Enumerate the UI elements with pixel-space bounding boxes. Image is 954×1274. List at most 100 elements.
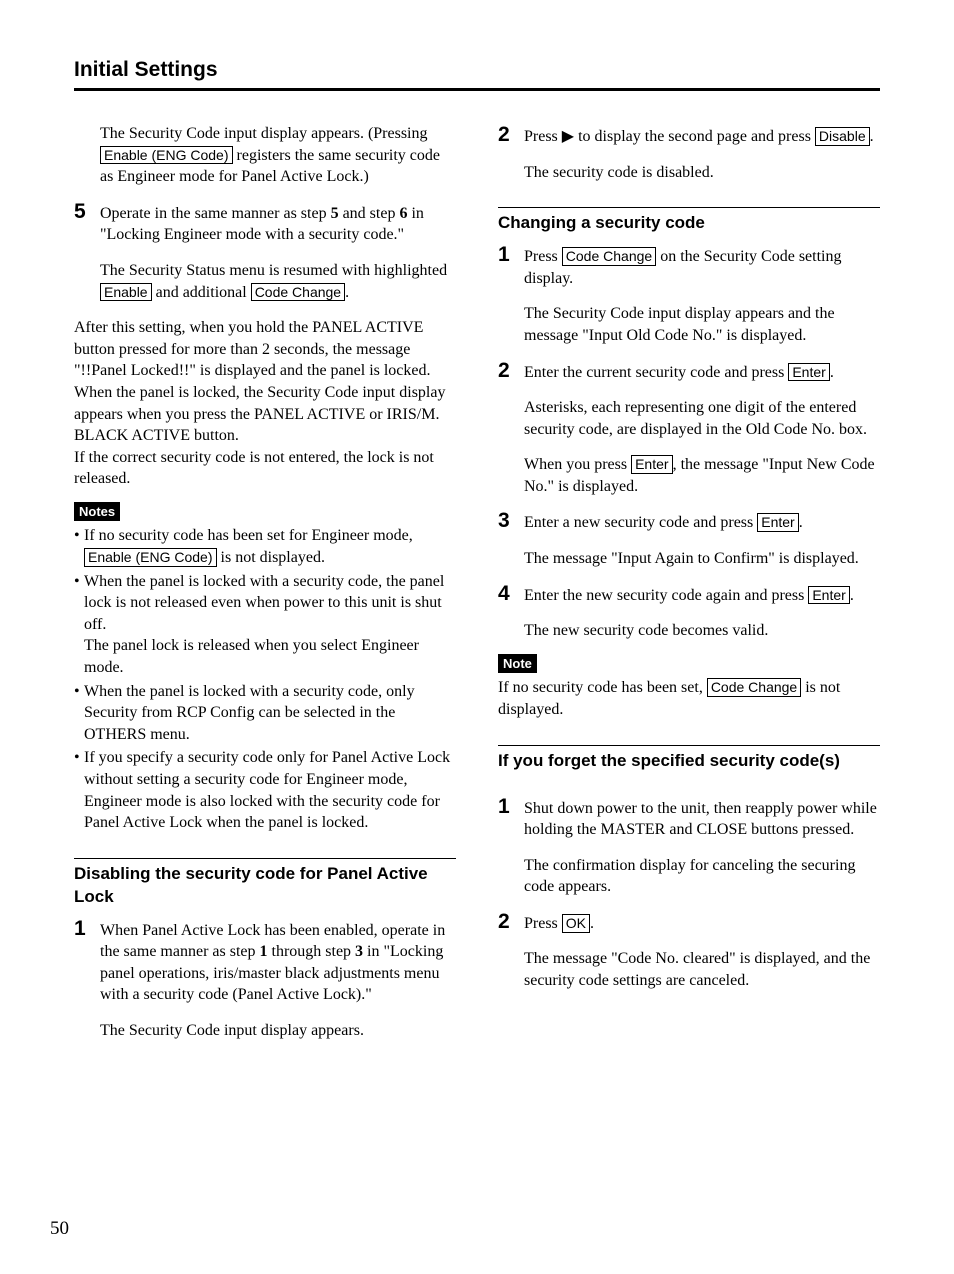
title-rule (74, 88, 880, 91)
note-item: If you specify a security code only for … (74, 747, 456, 833)
step-body: Press OK. The message "Code No. cleared"… (524, 910, 880, 992)
note-paragraph: If no security code has been set, Code C… (498, 677, 880, 720)
bold: 5 (331, 205, 339, 222)
paragraph: The Security Status menu is resumed with… (100, 260, 456, 303)
step-body: Operate in the same manner as step 5 and… (100, 200, 456, 303)
paragraph: When the panel is locked, the Security C… (74, 382, 456, 447)
step-number: 5 (74, 200, 100, 303)
note-item: When the panel is locked with a security… (74, 681, 456, 746)
step-body: Enter the current security code and pres… (524, 359, 880, 498)
two-column-layout: The Security Code input display appears.… (74, 123, 880, 1042)
text: The Security Code input display appears.… (100, 125, 428, 142)
step-body: Press Code Change on the Security Code s… (524, 243, 880, 346)
text: through step (268, 943, 356, 960)
step-3: 3 Enter a new security code and press En… (498, 509, 880, 569)
text: . (590, 915, 594, 932)
section-heading: Disabling the security code for Panel Ac… (74, 863, 456, 909)
step-number: 1 (498, 243, 524, 346)
ok-button: OK (562, 914, 590, 933)
step-1: 1 Shut down power to the unit, then reap… (498, 795, 880, 898)
paragraph: Asterisks, each representing one digit o… (524, 397, 880, 440)
section-heading: If you forget the specified security cod… (498, 750, 880, 773)
enter-button: Enter (631, 455, 672, 474)
text: The panel lock is released when you sele… (84, 635, 456, 678)
note-item: If no security code has been set for Eng… (74, 525, 456, 568)
step-number: 2 (498, 910, 524, 992)
step-body: When Panel Active Lock has been enabled,… (100, 917, 456, 1042)
text: When the panel is locked with a security… (84, 573, 444, 633)
paragraph: The message "Code No. cleared" is displa… (524, 948, 880, 991)
text: Press (524, 128, 562, 145)
bold: 3 (355, 943, 363, 960)
enter-button: Enter (808, 586, 849, 605)
section-rule (498, 207, 880, 208)
step-number: 1 (74, 917, 100, 1042)
code-change-button: Code Change (251, 283, 345, 302)
step-5: 5 Operate in the same manner as step 5 a… (74, 200, 456, 303)
paragraph: The Security Code input display appears.… (100, 123, 456, 188)
text: The Security Status menu is resumed with… (100, 262, 447, 279)
paragraph: The Security Code input display appears. (100, 1020, 456, 1042)
text: Shut down power to the unit, then reappl… (524, 800, 877, 839)
text: is not displayed. (217, 549, 325, 566)
arrow-right-icon: ▶ (562, 128, 574, 145)
enable-button: Enable (100, 283, 152, 302)
paragraph: The new security code becomes valid. (524, 620, 880, 642)
text: and additional (152, 284, 251, 301)
paragraph: If the correct security code is not ente… (74, 447, 456, 490)
step-body: Enter a new security code and press Ente… (524, 509, 880, 569)
text: Enter the new security code again and pr… (524, 587, 808, 604)
text: Enter a new security code and press (524, 514, 757, 531)
step-number: 1 (498, 795, 524, 898)
step-number: 3 (498, 509, 524, 569)
section-heading: Changing a security code (498, 212, 880, 235)
section-rule (74, 858, 456, 859)
paragraph: When you press Enter, the message "Input… (524, 454, 880, 497)
step-body: Press ▶ to display the second page and p… (524, 123, 880, 183)
text: . (850, 587, 854, 604)
enter-button: Enter (757, 513, 798, 532)
text: Press (524, 248, 562, 265)
text: If no security code has been set for Eng… (84, 527, 413, 544)
paragraph: The message "Input Again to Confirm" is … (524, 548, 880, 570)
notes-list: If no security code has been set for Eng… (74, 525, 456, 833)
text: . (870, 128, 874, 145)
step-2: 2 Enter the current security code and pr… (498, 359, 880, 498)
paragraph: The Security Code input display appears … (524, 303, 880, 346)
text: . (830, 364, 834, 381)
bold: 1 (260, 943, 268, 960)
text: and step (339, 205, 400, 222)
page-title: Initial Settings (74, 58, 880, 82)
step-2: 2 Press ▶ to display the second page and… (498, 123, 880, 183)
paragraph: After this setting, when you hold the PA… (74, 317, 456, 382)
text: If no security code has been set, (498, 679, 707, 696)
note-label: Note (498, 654, 537, 674)
paragraph: The confirmation display for canceling t… (524, 855, 880, 898)
enter-button: Enter (788, 363, 829, 382)
code-change-button: Code Change (562, 247, 656, 266)
paragraph: The security code is disabled. (524, 162, 880, 184)
step-body: Enter the new security code again and pr… (524, 582, 880, 642)
text: to display the second page and press (574, 128, 815, 145)
enable-eng-code-button: Enable (ENG Code) (84, 548, 217, 567)
note-item: When the panel is locked with a security… (74, 571, 456, 679)
notes-label: Notes (74, 502, 120, 522)
text: When you press (524, 456, 631, 473)
step-number: 4 (498, 582, 524, 642)
disable-button: Disable (815, 127, 870, 146)
step-number: 2 (498, 359, 524, 498)
step-1: 1 When Panel Active Lock has been enable… (74, 917, 456, 1042)
step-2: 2 Press OK. The message "Code No. cleare… (498, 910, 880, 992)
text: Enter the current security code and pres… (524, 364, 788, 381)
text: . (799, 514, 803, 531)
text: Operate in the same manner as step (100, 205, 331, 222)
text: . (345, 284, 349, 301)
step-1: 1 Press Code Change on the Security Code… (498, 243, 880, 346)
code-change-button: Code Change (707, 678, 801, 697)
right-column: 2 Press ▶ to display the second page and… (498, 123, 880, 1042)
step-body: Shut down power to the unit, then reappl… (524, 795, 880, 898)
section-rule (498, 745, 880, 746)
left-column: The Security Code input display appears.… (74, 123, 456, 1042)
step-4: 4 Enter the new security code again and … (498, 582, 880, 642)
text: Press (524, 915, 562, 932)
